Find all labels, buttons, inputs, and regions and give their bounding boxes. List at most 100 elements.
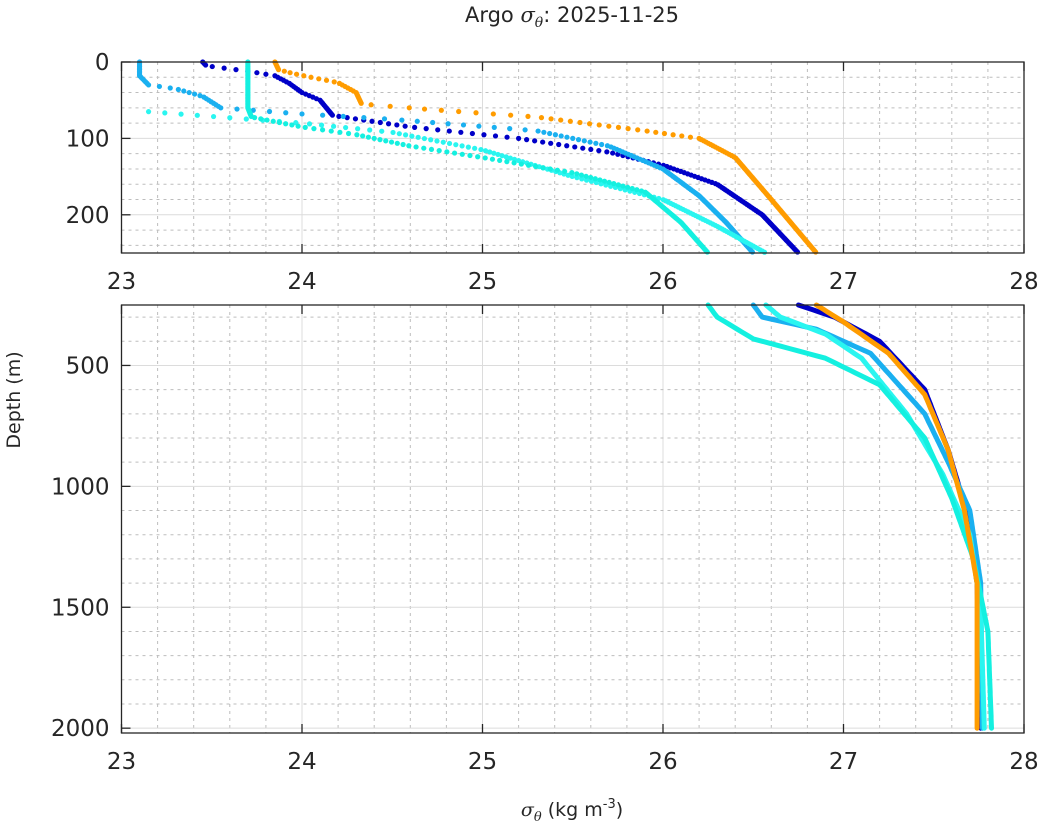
data-point — [577, 119, 583, 126]
data-point — [369, 118, 375, 124]
data-point — [535, 128, 541, 134]
data-point — [634, 187, 640, 193]
data-point — [344, 115, 350, 121]
data-point — [355, 126, 361, 132]
data-point — [592, 176, 598, 182]
profile-1-lower-line — [795, 302, 984, 731]
x-tick-label: 23 — [107, 269, 136, 295]
data-point — [361, 115, 367, 121]
data-point — [588, 174, 594, 181]
data-point — [525, 113, 531, 119]
x-tick-label: 24 — [287, 749, 316, 775]
data-point — [413, 144, 419, 150]
data-point — [565, 172, 571, 178]
data-point — [194, 112, 200, 118]
data-point — [547, 166, 553, 172]
data-point — [381, 116, 388, 122]
data-point — [446, 140, 453, 147]
data-point — [227, 115, 233, 121]
data-point — [547, 130, 553, 137]
data-point — [340, 113, 346, 119]
data-point — [606, 123, 612, 129]
data-point — [606, 179, 612, 186]
data-point — [524, 137, 530, 143]
data-point — [331, 79, 337, 85]
data-point — [275, 67, 282, 73]
x-tick-label: 28 — [1009, 749, 1038, 775]
y-axis-label: Depth (m) — [3, 351, 25, 448]
data-point — [495, 151, 501, 158]
data-point — [218, 105, 224, 111]
data-point — [438, 107, 444, 113]
data-point — [145, 109, 152, 115]
data-point — [276, 119, 283, 126]
data-point — [318, 122, 325, 128]
x-tick-label: 23 — [107, 749, 136, 775]
data-point — [421, 135, 428, 142]
x-tick-label: 26 — [648, 749, 677, 775]
x-axis-label: σθ (kg m-3) — [521, 797, 623, 825]
data-point — [345, 130, 352, 137]
data-point — [383, 138, 389, 144]
data-point — [583, 173, 589, 179]
data-point — [635, 127, 641, 133]
data-point — [578, 172, 585, 178]
data-point — [473, 110, 479, 116]
data-point — [406, 143, 412, 149]
data-point — [761, 249, 768, 255]
x-tick-label: 27 — [829, 269, 858, 295]
data-point — [593, 140, 599, 146]
data-point — [360, 133, 366, 139]
data-point — [328, 128, 334, 134]
data-point — [507, 126, 513, 132]
data-point — [558, 133, 564, 139]
data-point — [567, 118, 573, 124]
data-point — [319, 127, 326, 133]
data-point — [263, 71, 269, 77]
data-point — [653, 129, 659, 135]
data-point — [564, 143, 570, 149]
x-tick-label: 24 — [287, 269, 316, 295]
data-point — [368, 102, 374, 108]
data-point — [320, 112, 326, 118]
data-point — [599, 141, 605, 148]
data-point — [399, 117, 405, 123]
y-tick-label: 1500 — [51, 595, 110, 621]
data-point — [270, 118, 276, 124]
data-point — [352, 116, 359, 122]
data-point — [396, 131, 402, 137]
data-point — [409, 133, 415, 139]
data-point — [569, 170, 575, 176]
data-point — [572, 144, 578, 150]
data-point — [367, 127, 373, 133]
data-point — [402, 132, 409, 138]
data-point — [507, 155, 513, 161]
data-point — [302, 124, 308, 130]
profile-2-upper-dots — [136, 59, 756, 255]
data-point — [508, 112, 514, 118]
data-point — [283, 121, 289, 127]
data-point — [574, 175, 580, 181]
data-point — [581, 138, 587, 144]
data-point — [492, 133, 499, 139]
data-point — [156, 83, 163, 90]
data-point — [540, 165, 546, 171]
data-point — [556, 141, 562, 148]
data-point — [221, 65, 227, 71]
data-point — [459, 143, 465, 149]
data-point — [197, 93, 203, 99]
data-point — [574, 171, 580, 177]
data-point — [478, 146, 484, 153]
data-point — [379, 128, 385, 134]
data-point — [306, 121, 313, 127]
data-point — [440, 139, 446, 145]
data-point — [283, 110, 289, 116]
data-point — [569, 173, 575, 180]
data-point — [548, 116, 554, 122]
data-point — [482, 148, 489, 154]
data-point — [538, 115, 545, 121]
data-point — [533, 163, 539, 170]
data-point — [365, 134, 372, 140]
data-point — [476, 123, 482, 129]
